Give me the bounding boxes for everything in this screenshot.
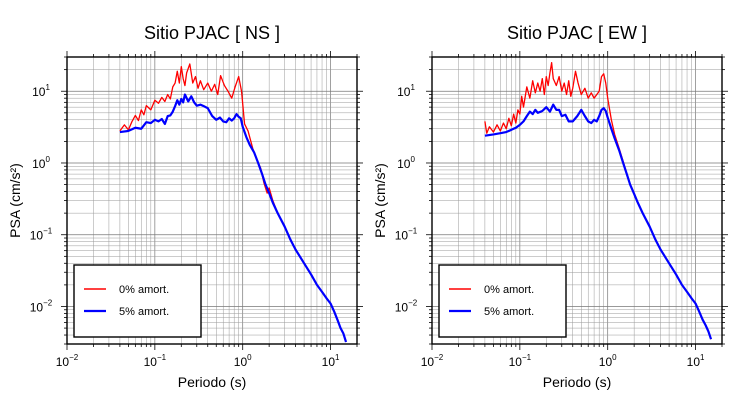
- x-tick-label: 101: [687, 353, 705, 369]
- x-tick-label: 10−2: [56, 353, 79, 369]
- y-tick-label: 10−2: [395, 298, 418, 314]
- x-axis-label: Periodo (s): [178, 374, 246, 390]
- x-tick-label: 100: [234, 353, 252, 369]
- x-axis-label: Periodo (s): [543, 374, 611, 390]
- legend: 0% amort. 5% amort.: [438, 264, 567, 338]
- series-group: [119, 63, 348, 343]
- chart-title: Sitio PJAC [ NS ]: [144, 23, 280, 43]
- legend-box: [73, 264, 202, 338]
- plot-frame: [66, 56, 358, 345]
- plot-frame: [431, 56, 723, 345]
- legend-label: 5% amort.: [119, 306, 169, 318]
- y-tick-label: 10−2: [30, 298, 53, 314]
- y-tick-label: 101: [397, 83, 415, 99]
- chart-panel-1: 10−2 10−1 100 101 10−2 10−1 100 101 Sitio PJAC […: [7, 23, 363, 390]
- y-tick-label: 100: [397, 155, 415, 171]
- y-tick-label: 100: [32, 155, 50, 171]
- y-tick-label: 10−1: [395, 227, 418, 243]
- legend-box: [438, 264, 567, 338]
- y-tick-label: 10−1: [30, 227, 53, 243]
- x-tick-label: 10−1: [144, 353, 167, 369]
- series-group: [484, 62, 713, 340]
- x-tick-label: 10−1: [509, 353, 532, 369]
- y-axis-label: PSA (cm/s²): [7, 163, 23, 238]
- legend: 0% amort. 5% amort.: [73, 264, 202, 338]
- x-tick-label: 10−2: [421, 353, 444, 369]
- chart-panel-2: 10−2 10−1 100 101 10−2 10−1 100 101 Sitio PJAC […: [372, 23, 728, 390]
- series-line-blue: [119, 93, 348, 343]
- y-axis-label: PSA (cm/s²): [372, 163, 388, 238]
- x-tick-label: 100: [599, 353, 617, 369]
- legend-label: 0% amort.: [119, 284, 169, 296]
- legend-label: 0% amort.: [484, 284, 534, 296]
- series-line-blue: [484, 103, 713, 340]
- chart-title: Sitio PJAC [ EW ]: [507, 23, 647, 43]
- legend-label: 5% amort.: [484, 306, 534, 318]
- x-tick-label: 101: [322, 353, 340, 369]
- y-tick-label: 101: [32, 83, 50, 99]
